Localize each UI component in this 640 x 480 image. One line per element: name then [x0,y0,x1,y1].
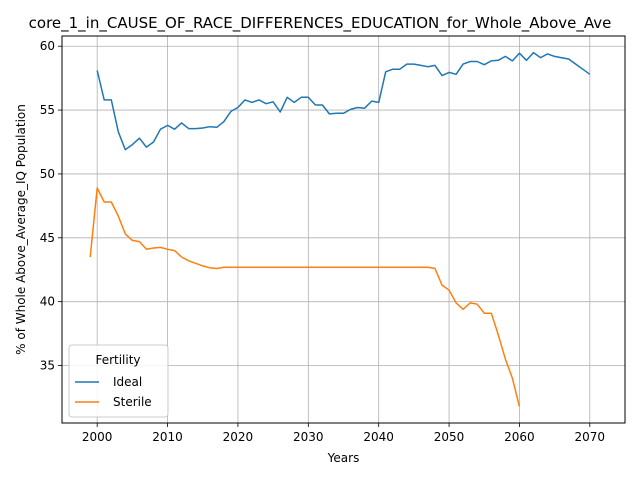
x-tick-label: 2040 [363,430,394,444]
legend-label-ideal: Ideal [113,375,142,389]
x-tick-label: 2020 [223,430,254,444]
y-tick-label: 55 [40,103,55,117]
legend-label-sterile: Sterile [113,395,152,409]
x-axis-label: Years [327,451,360,465]
chart-title: core_1_in_CAUSE_OF_RACE_DIFFERENCES_EDUC… [29,14,612,33]
y-tick-label: 45 [40,231,55,245]
y-tick-label: 35 [40,359,55,373]
plot-frame [61,35,626,424]
x-tick-label: 2000 [82,430,113,444]
x-tick-label: 2050 [434,430,465,444]
legend: Fertility Ideal Sterile [68,344,169,418]
y-axis-ticks: 35 40 45 50 55 60 [40,39,62,373]
x-tick-label: 2010 [152,430,183,444]
y-tick-label: 40 [40,295,55,309]
x-tick-label: 2030 [293,430,324,444]
y-tick-label: 60 [40,39,55,53]
legend-title: Fertility [95,353,140,367]
x-tick-label: 2070 [575,430,606,444]
series-line-ideal [96,51,591,151]
series-line-sterile [89,187,521,407]
y-tick-label: 50 [40,167,55,181]
series-lines [89,51,591,407]
legend-box [68,344,169,418]
x-tick-label: 2060 [504,430,535,444]
grid [62,36,625,423]
x-axis-ticks: 2000 2010 2020 2030 2040 2050 2060 2070 [82,423,605,444]
y-axis-label: % of Whole Above_Average_IQ Population [14,104,28,355]
